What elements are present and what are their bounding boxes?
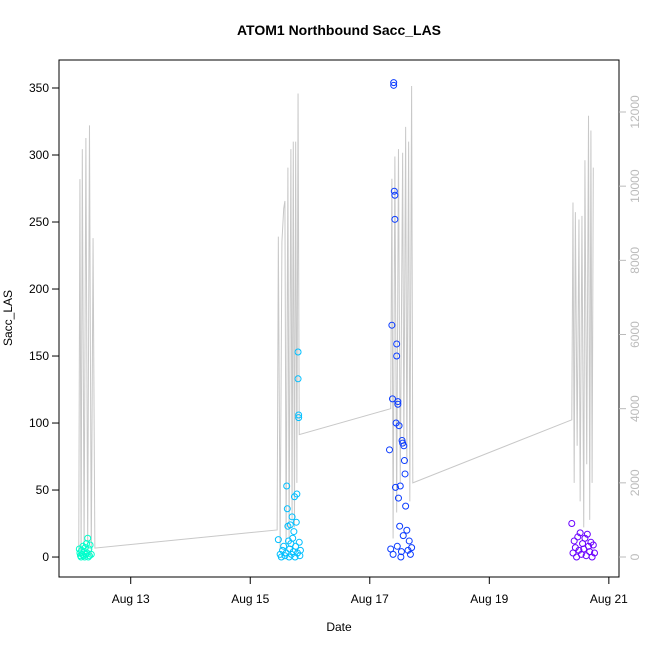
point [289,534,297,542]
point [390,81,398,89]
point [292,542,300,550]
y-tick-label: 0 [42,550,49,564]
point [87,550,95,558]
point [399,532,407,540]
point [583,530,591,538]
point [590,549,598,557]
y-tick-label: 350 [29,81,49,95]
point [570,537,578,545]
point [84,534,92,542]
y2-tick-label: 10000 [628,169,642,203]
y-axis-label: Sacc_LAS [1,290,15,346]
x-tick-label: Aug 19 [470,592,508,606]
point [294,375,302,383]
point [403,526,411,534]
x-axis-label: Date [326,620,352,634]
point [388,395,396,403]
point [568,520,576,528]
point [400,457,408,465]
point [295,538,303,546]
point [589,541,597,549]
point [402,502,410,510]
x-tick-label: Aug 15 [231,592,269,606]
point [390,79,398,87]
point [394,398,402,406]
point [288,513,296,521]
point [396,482,404,490]
y-tick-label: 150 [29,349,49,363]
point [386,446,394,454]
point [397,553,405,561]
point [86,541,94,549]
point [408,544,416,552]
chart-title: ATOM1 Northbound Sacc_LAS [237,22,441,38]
point [277,553,285,561]
point [576,529,584,537]
point [396,522,404,530]
point [274,536,282,544]
point [290,528,298,536]
y2-tick-label: 4000 [628,395,642,422]
point [400,442,408,450]
x-tick-label: Aug 17 [351,592,389,606]
point [406,550,414,558]
line [78,86,594,558]
point [280,542,288,550]
point [401,470,409,478]
x-tick-label: Aug 13 [112,592,150,606]
point [390,187,398,195]
point [295,411,303,419]
y2-tick-label: 0 [628,553,642,560]
point [295,414,303,422]
point [389,550,397,558]
point [391,483,399,491]
point [293,490,301,498]
y-tick-label: 250 [29,215,49,229]
y-tick-label: 300 [29,148,49,162]
point [394,400,402,408]
point [283,505,291,513]
point [296,552,304,560]
point [393,542,401,550]
point [395,422,403,430]
point [391,215,399,223]
y-tick-label: 200 [29,282,49,296]
point [296,546,304,554]
y-tick-label: 50 [36,483,50,497]
point [393,352,401,360]
y2-tick-label: 2000 [628,469,642,496]
point [393,340,401,348]
point [283,482,291,490]
point [286,521,294,529]
y2-tick-label: 12000 [628,95,642,129]
y2-tick-label: 6000 [628,321,642,348]
y-tick-label: 100 [29,416,49,430]
point [391,191,399,199]
point [394,494,402,502]
point [397,548,405,556]
point [405,537,413,545]
point [388,321,396,329]
point [85,552,93,560]
plot-frame [58,59,620,578]
y2-tick-label: 8000 [628,247,642,274]
point [294,348,302,356]
point [292,518,300,526]
x-tick-label: Aug 21 [590,592,628,606]
